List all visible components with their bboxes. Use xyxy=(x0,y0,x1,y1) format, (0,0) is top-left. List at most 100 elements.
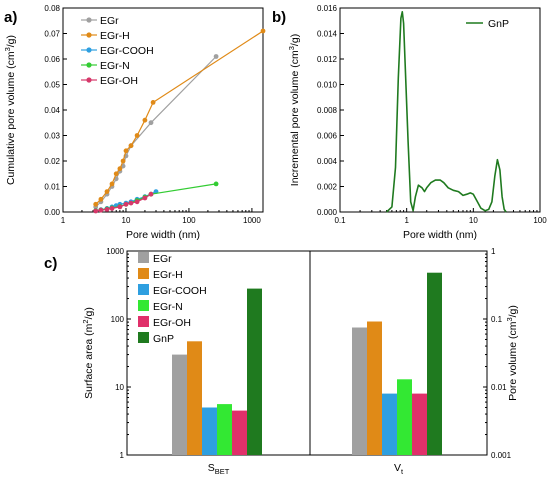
panel-c-label: c) xyxy=(44,255,57,272)
y-tick-label: 0.006 xyxy=(317,132,338,141)
chart-b: 0.000 0.002 0.004 0.006 0.008 0.010 0.012 0.014… xyxy=(287,4,547,241)
y-right-tick-label: 0.001 xyxy=(491,451,512,460)
y-tick-label: 0.016 xyxy=(317,4,338,13)
data-point-EGr xyxy=(213,54,219,59)
category-label: Vt xyxy=(394,462,404,476)
data-point-EGr-H xyxy=(109,181,115,187)
series-line-EGr-OH xyxy=(95,193,152,212)
data-point-EGr-OH xyxy=(98,207,104,213)
y-left-tick-label: 1 xyxy=(120,451,125,460)
y-left-tick-label: 10 xyxy=(115,383,124,392)
x-tick-label: 100 xyxy=(533,216,547,225)
y-axis-label: Cumulative pore volume (cm3/g) xyxy=(3,35,17,185)
bar-EGr-N-V_t xyxy=(397,379,412,455)
legend-label: EGr-H xyxy=(153,269,183,281)
bar-EGr-N-S_BET xyxy=(217,404,232,455)
series-line-GnP xyxy=(386,11,507,213)
bar-EGr-H-S_BET xyxy=(187,341,202,455)
legend-swatch xyxy=(138,316,149,327)
y-right-tick-label: 1 xyxy=(491,247,496,256)
y-right-tick-label: 0.01 xyxy=(491,383,507,392)
legend-label: EGr xyxy=(100,15,119,27)
legend-label: EGr-COOH xyxy=(100,45,154,57)
category-label: SBET xyxy=(208,462,230,476)
y-tick-label: 0.010 xyxy=(317,81,338,90)
data-point-EGr-OH xyxy=(142,195,148,201)
data-point-EGr-H xyxy=(128,143,134,149)
legend-swatch-marker xyxy=(86,47,92,53)
chart-a: 0.00 0.01 0.02 0.03 0.04 0.05 0.06 0.07 0.08 1 10 1… xyxy=(3,4,266,241)
y-tick-label: 0.08 xyxy=(44,4,60,13)
y-tick-label: 0.008 xyxy=(317,106,338,115)
y-tick-label: 0.07 xyxy=(44,30,60,39)
y-right-axis-label: Pore volume (cm3/g) xyxy=(505,305,519,401)
x-axis-label: Pore width (nm) xyxy=(403,229,477,241)
data-point-EGr-OH xyxy=(123,201,129,207)
legend-swatch-marker xyxy=(86,77,92,83)
legend-label: EGr-H xyxy=(100,30,130,42)
bar-EGr-OH-V_t xyxy=(412,393,427,455)
data-point-EGr-H xyxy=(260,28,266,34)
legend-swatch xyxy=(138,332,149,343)
category-label-main: S xyxy=(208,462,215,474)
data-point-EGr-H xyxy=(117,166,123,172)
data-point-EGr xyxy=(148,120,154,126)
y-right-tick-label: 0.1 xyxy=(491,315,503,324)
legend-swatch-marker xyxy=(86,62,92,68)
legend-swatch-marker xyxy=(86,32,92,38)
y-axis-label: Incremental pore volume (cm3/g) xyxy=(287,34,301,186)
bar-GnP-S_BET xyxy=(247,288,262,455)
bar-EGr-S_BET xyxy=(172,354,187,455)
data-point-EGr-H xyxy=(98,196,104,202)
bar-EGr-V_t xyxy=(352,327,367,455)
panel-b-label: b) xyxy=(272,9,286,26)
y-tick-label: 0.06 xyxy=(44,55,60,64)
data-point-EGr-OH xyxy=(148,191,154,197)
y-tick-label: 0.014 xyxy=(317,30,338,39)
y-tick-label: 0.00 xyxy=(44,208,60,217)
y-tick-label: 0.02 xyxy=(44,157,60,166)
category-label-sub: BET xyxy=(215,467,230,476)
y-tick-label: 0.05 xyxy=(44,81,60,90)
category-label-sub: t xyxy=(401,467,404,476)
y-left-axis-label: Surface area (m2/g) xyxy=(81,307,95,399)
y-tick-label: 0.04 xyxy=(44,106,60,115)
legend-label: GnP xyxy=(488,18,509,30)
x-tick-label: 0.1 xyxy=(334,216,346,225)
data-point-EGr-OH xyxy=(93,208,99,214)
legend-label: EGr-N xyxy=(100,60,130,72)
legend-swatch xyxy=(138,252,149,263)
legend-label: EGr-OH xyxy=(153,317,191,329)
data-point-EGr-H xyxy=(104,189,110,195)
data-point-EGr-OH xyxy=(104,207,110,212)
data-point-EGr-OH xyxy=(109,206,115,211)
data-point-EGr-H xyxy=(150,100,156,105)
data-point-EGr-H xyxy=(142,117,148,123)
bar-EGr-H-V_t xyxy=(367,321,382,455)
data-point-EGr-OH xyxy=(117,204,123,210)
legend-label: EGr-N xyxy=(153,301,183,313)
data-point-EGr-H xyxy=(123,148,129,154)
plot-frame xyxy=(126,250,488,456)
x-tick-label: 10 xyxy=(122,216,131,225)
y-tick-label: 0.004 xyxy=(317,157,338,166)
x-tick-label: 1000 xyxy=(243,216,261,225)
y-tick-label: 0.012 xyxy=(317,55,338,64)
y-tick-label: 0.000 xyxy=(317,208,338,217)
data-point-EGr-N xyxy=(213,181,219,187)
bar-GnP-V_t xyxy=(427,272,442,455)
y-left-tick-label: 100 xyxy=(111,315,125,324)
legend-swatch-marker xyxy=(86,17,92,23)
x-tick-label: 10 xyxy=(469,216,478,225)
x-tick-label: 1 xyxy=(404,216,409,225)
data-point-EGr-H xyxy=(113,171,119,177)
legend-swatch xyxy=(138,300,149,311)
legend-swatch xyxy=(138,268,149,279)
legend-label: EGr-COOH xyxy=(153,285,207,297)
data-point-EGr-H xyxy=(93,201,99,207)
y-tick-label: 0.01 xyxy=(44,183,60,192)
legend-swatch xyxy=(138,284,149,295)
legend-label: GnP xyxy=(153,333,174,345)
x-axis-label: Pore width (nm) xyxy=(126,229,200,241)
